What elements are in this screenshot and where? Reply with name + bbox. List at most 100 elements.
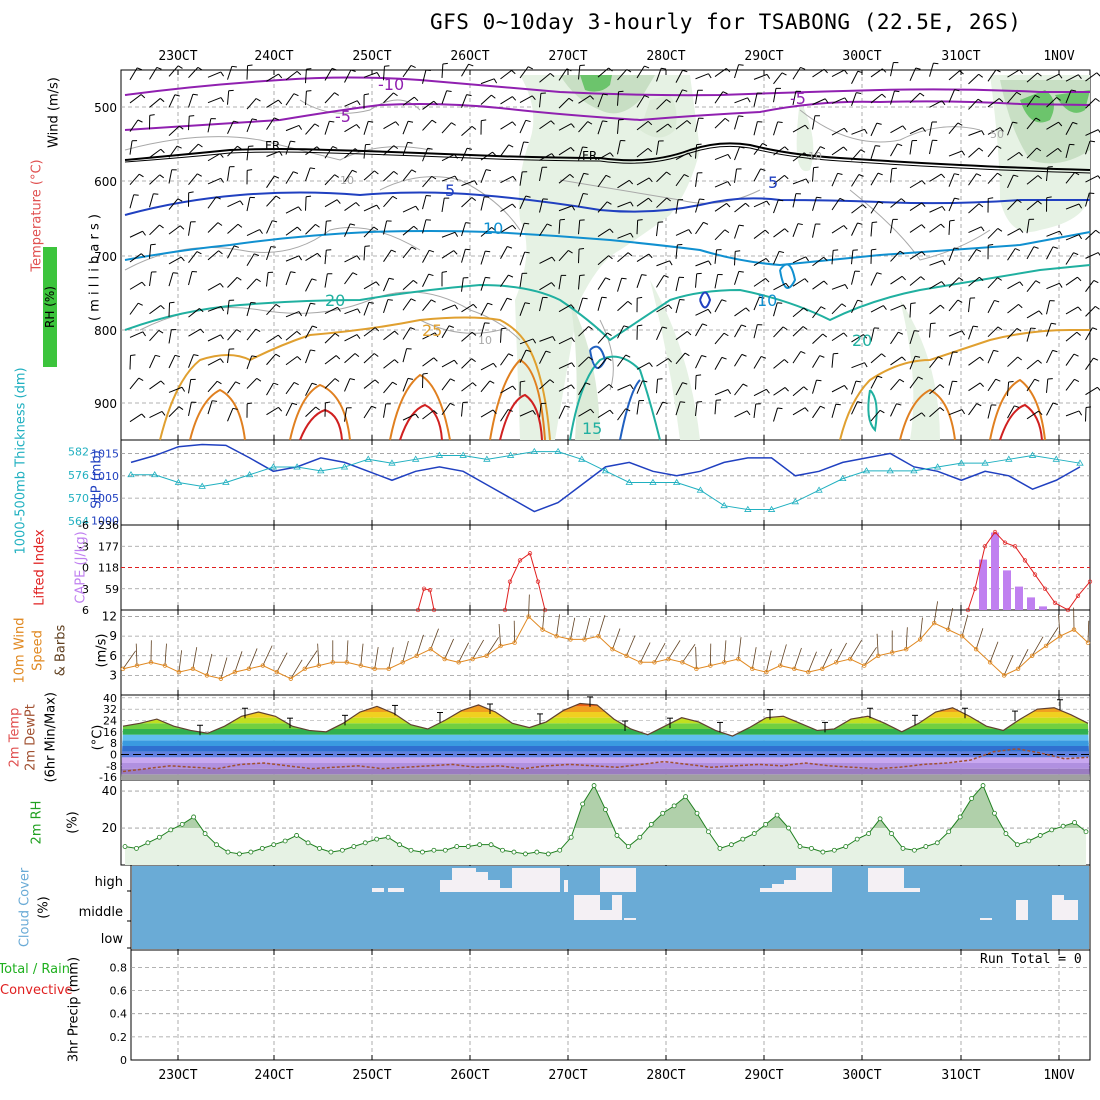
wind-barb: [168, 329, 172, 344]
wind-barb: [539, 282, 552, 291]
wind-barb-flag: [491, 94, 496, 99]
rh2m-point: [568, 834, 574, 840]
wind-barb-flag: [506, 297, 512, 301]
rh2m-point: [774, 812, 780, 818]
wind10-barb: [626, 635, 636, 656]
wind-barb: [305, 224, 316, 235]
wind-barb-flag: [862, 334, 868, 339]
rh2m-point: [1060, 823, 1066, 829]
wind10-point: [680, 660, 685, 665]
wind-barb: [656, 171, 667, 183]
wind-barb: [617, 384, 631, 391]
wind-barb-flag: [254, 253, 260, 257]
wind-barb: [656, 197, 668, 208]
wind-barb-flag: [997, 228, 1003, 232]
wind-barb-flag: [160, 148, 165, 154]
wind-barb-flag: [219, 283, 224, 288]
wind-barb: [578, 297, 584, 312]
wind10-barb: [779, 644, 787, 666]
wind-barb: [285, 255, 300, 262]
wind-barb-flag: [472, 382, 477, 387]
wind-barb-flag: [256, 377, 262, 382]
wind-barb-flag: [837, 172, 843, 175]
wind-barb: [207, 334, 221, 342]
wind-barb: [753, 324, 758, 339]
wind10-barb: [360, 643, 364, 666]
wind10-point: [274, 669, 280, 675]
wind-barb: [578, 326, 589, 337]
wind-barb-flag: [784, 387, 789, 392]
rh2m-axis-label: 2m RH: [29, 800, 45, 845]
thickness-point: [293, 463, 301, 470]
cape-ytick: 59: [105, 583, 119, 596]
wind-barb-flag: [492, 151, 497, 157]
wind-barb: [461, 148, 468, 162]
wind-barb: [363, 121, 369, 135]
wind-barb-flag: [742, 383, 748, 387]
wind-barb: [792, 67, 801, 80]
x-tick-label: 27OCT: [548, 1068, 588, 1083]
wind-barb: [773, 326, 784, 338]
wind-barb: [422, 250, 430, 263]
wind-barb: [851, 401, 858, 415]
wind-barb-flag: [823, 256, 828, 261]
wind-barb-flag: [453, 250, 458, 255]
wind10-point: [134, 663, 140, 668]
wind-barb-flag: [296, 331, 301, 336]
wind-barb-flag: [1074, 378, 1080, 383]
wind-barb: [285, 271, 292, 286]
temp-band: [121, 723, 1090, 729]
wind-barb: [441, 175, 456, 182]
wind-barb-flag: [364, 245, 370, 247]
wind10-barb: [416, 634, 424, 656]
wind10-point: [456, 660, 461, 665]
wind-barb-flag: [524, 251, 530, 254]
wind-barb-flag: [492, 409, 497, 415]
wind-barb-flag: [314, 123, 320, 127]
wind-barb-flag: [843, 332, 848, 337]
wind-barb: [948, 299, 959, 312]
cape-axis-label: CAPE (J/kg): [73, 531, 89, 604]
wind-barb-flag: [410, 327, 416, 330]
wind-barb: [773, 121, 779, 136]
wind-barb: [344, 334, 358, 342]
wind10-barb: [905, 627, 908, 650]
cloud-clear-block: [796, 868, 832, 892]
wind-barb: [851, 270, 856, 285]
wind-barb-flag: [666, 99, 671, 103]
wind-barb: [1085, 229, 1097, 241]
wind-barb-flag: [239, 200, 244, 206]
contour-label: FR: [582, 149, 597, 163]
thickness-point: [720, 501, 728, 509]
wind-barb-flag: [220, 97, 225, 103]
thickness-point: [411, 455, 420, 462]
wind10-point: [736, 656, 741, 662]
wind-barb: [285, 171, 294, 184]
upper-ytick: 800: [94, 324, 117, 338]
wind-barb: [968, 226, 982, 233]
wind-barb: [227, 66, 233, 80]
wind-barb: [851, 362, 865, 369]
wind-barb: [207, 118, 212, 133]
wind10-point: [806, 669, 811, 675]
wind-barb: [695, 308, 709, 316]
wind10-line: [122, 615, 1089, 680]
wind-barb-flag: [524, 222, 530, 225]
wind10-barb: [220, 657, 228, 679]
wind10-barb: [498, 623, 502, 646]
wind-barb-flag: [310, 167, 316, 170]
wind-barb-flag: [588, 326, 593, 330]
wind-barb-flag: [1077, 306, 1082, 312]
wind-barb-flag: [630, 201, 634, 207]
wind-barb: [617, 119, 620, 134]
thickness-ytick: 564: [68, 515, 89, 528]
wind-barb-flag: [525, 119, 531, 123]
wind10-point: [750, 666, 755, 672]
wind-barb-flag: [296, 356, 302, 361]
wind-barb-flag: [332, 146, 338, 149]
wind-barb: [1026, 327, 1032, 342]
wind-barb-flag: [606, 357, 612, 361]
wind-barb-flag: [570, 147, 575, 152]
wind10-point: [610, 647, 615, 652]
wind-barb: [1085, 98, 1096, 109]
